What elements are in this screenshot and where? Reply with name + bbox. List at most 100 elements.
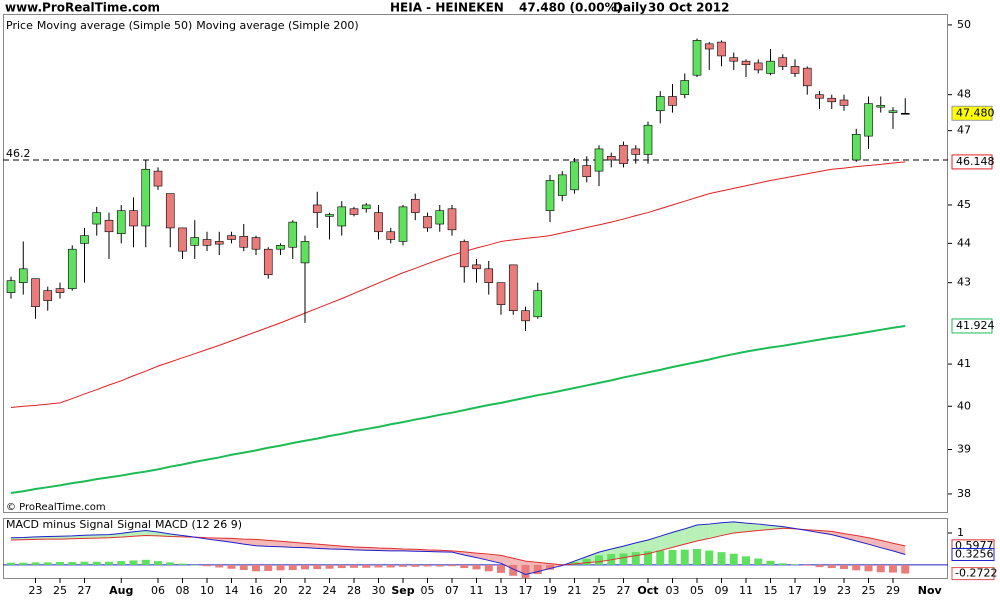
histogram-bar <box>399 564 407 567</box>
candle-body <box>570 161 579 191</box>
candle-body <box>753 62 763 71</box>
histogram-bar <box>374 564 383 568</box>
histogram-bar <box>631 552 640 565</box>
histogram-bar <box>166 562 175 565</box>
macd-signal-fill <box>831 531 844 538</box>
histogram-bar <box>460 564 469 569</box>
x-tick-label: 17 <box>519 584 533 597</box>
histogram-bar <box>301 564 309 570</box>
histogram-bar <box>68 562 77 565</box>
candle-body <box>766 60 775 74</box>
histogram-bar <box>472 564 481 570</box>
last-quote: 47.480 (0.00%) <box>519 1 622 15</box>
histogram-bar <box>668 549 677 565</box>
value-tag-label: 46.148 <box>956 155 995 168</box>
candle-body <box>790 66 800 74</box>
candle-body <box>214 241 224 245</box>
macd-signal-fill <box>60 535 73 540</box>
histogram-bar <box>117 561 126 565</box>
histogram-bar <box>105 561 113 565</box>
candle-body <box>888 110 898 113</box>
histogram-bar <box>582 558 591 565</box>
macd-signal-fill <box>684 525 697 545</box>
histogram-bar <box>509 564 518 576</box>
value-tag-label: 0.3256 <box>955 548 994 561</box>
candle-body <box>410 198 420 213</box>
macd-signal-fill <box>219 538 232 543</box>
x-tick-label: 30 <box>372 584 386 597</box>
histogram-bar <box>203 564 211 567</box>
histogram-bar <box>815 564 824 568</box>
x-tick-label: 13 <box>494 584 508 597</box>
candle-body <box>827 97 837 103</box>
histogram-bar <box>864 564 873 572</box>
x-tick-label: 11 <box>470 584 484 597</box>
macd-signal-fill <box>84 534 97 539</box>
x-tick-label: 19 <box>543 584 557 597</box>
macd-signal-fill <box>354 547 367 551</box>
histogram-bar <box>889 564 897 573</box>
last-price-tag <box>951 105 993 121</box>
candle-body <box>582 165 592 178</box>
candle-body <box>447 208 457 231</box>
histogram-bar <box>778 563 787 565</box>
candle-body <box>104 219 114 233</box>
candle-body <box>802 67 812 87</box>
histogram-bar <box>411 564 420 567</box>
histogram-bar <box>595 555 603 565</box>
y-tick-label: 39 <box>957 443 971 456</box>
histogram-bar <box>876 564 885 573</box>
candle-body <box>472 264 481 270</box>
candle-body <box>227 235 236 240</box>
candle-body <box>778 57 788 67</box>
histogram-bar <box>7 562 15 565</box>
candle-body <box>202 239 212 246</box>
histogram-bar <box>190 564 199 566</box>
y-tick-label: 48 <box>957 88 971 101</box>
legend-entry: Price <box>6 19 33 32</box>
candle-body <box>680 80 690 95</box>
candle-body <box>325 214 334 217</box>
histogram-bar <box>729 553 738 565</box>
histogram-bar <box>521 564 530 579</box>
candle-body <box>876 105 886 108</box>
histogram-bar <box>325 564 334 569</box>
histogram-bar <box>350 564 358 568</box>
histogram-bar <box>717 552 726 565</box>
macd-signal-fill <box>231 538 244 545</box>
histogram-bar <box>803 564 812 566</box>
histogram-bar <box>43 562 52 565</box>
candle-body <box>129 210 138 227</box>
candle-body <box>655 96 665 112</box>
histogram-bar <box>546 564 554 570</box>
histogram-bar <box>435 564 444 567</box>
x-tick-label: 20 <box>274 584 288 597</box>
candle-body <box>361 204 371 210</box>
value-tag <box>951 318 993 334</box>
candle-body <box>815 94 824 99</box>
x-tick-label: 03 <box>666 584 680 597</box>
candle-body <box>545 180 555 211</box>
value-tag <box>951 154 993 170</box>
candle-body <box>263 248 273 276</box>
price-panel <box>3 14 948 513</box>
y-tick-label: 1 <box>957 526 964 539</box>
x-tick-label: 27 <box>617 584 631 597</box>
candle-body <box>533 290 543 318</box>
histogram-bar <box>656 550 665 565</box>
candle-body <box>594 148 604 172</box>
candle-body <box>668 96 677 106</box>
histogram-bar <box>533 564 542 575</box>
macd-panel <box>3 518 948 579</box>
candle-body <box>80 235 89 244</box>
candle-body <box>116 210 126 234</box>
candle-body <box>508 264 518 312</box>
y-tick-label: 43 <box>957 276 971 289</box>
candle-body <box>141 168 151 227</box>
x-tick-label: 17 <box>788 584 802 597</box>
histogram-bar <box>497 564 505 573</box>
macd-signal-fill <box>709 522 722 539</box>
histogram-bar <box>92 561 101 565</box>
histogram-bar <box>215 564 224 568</box>
